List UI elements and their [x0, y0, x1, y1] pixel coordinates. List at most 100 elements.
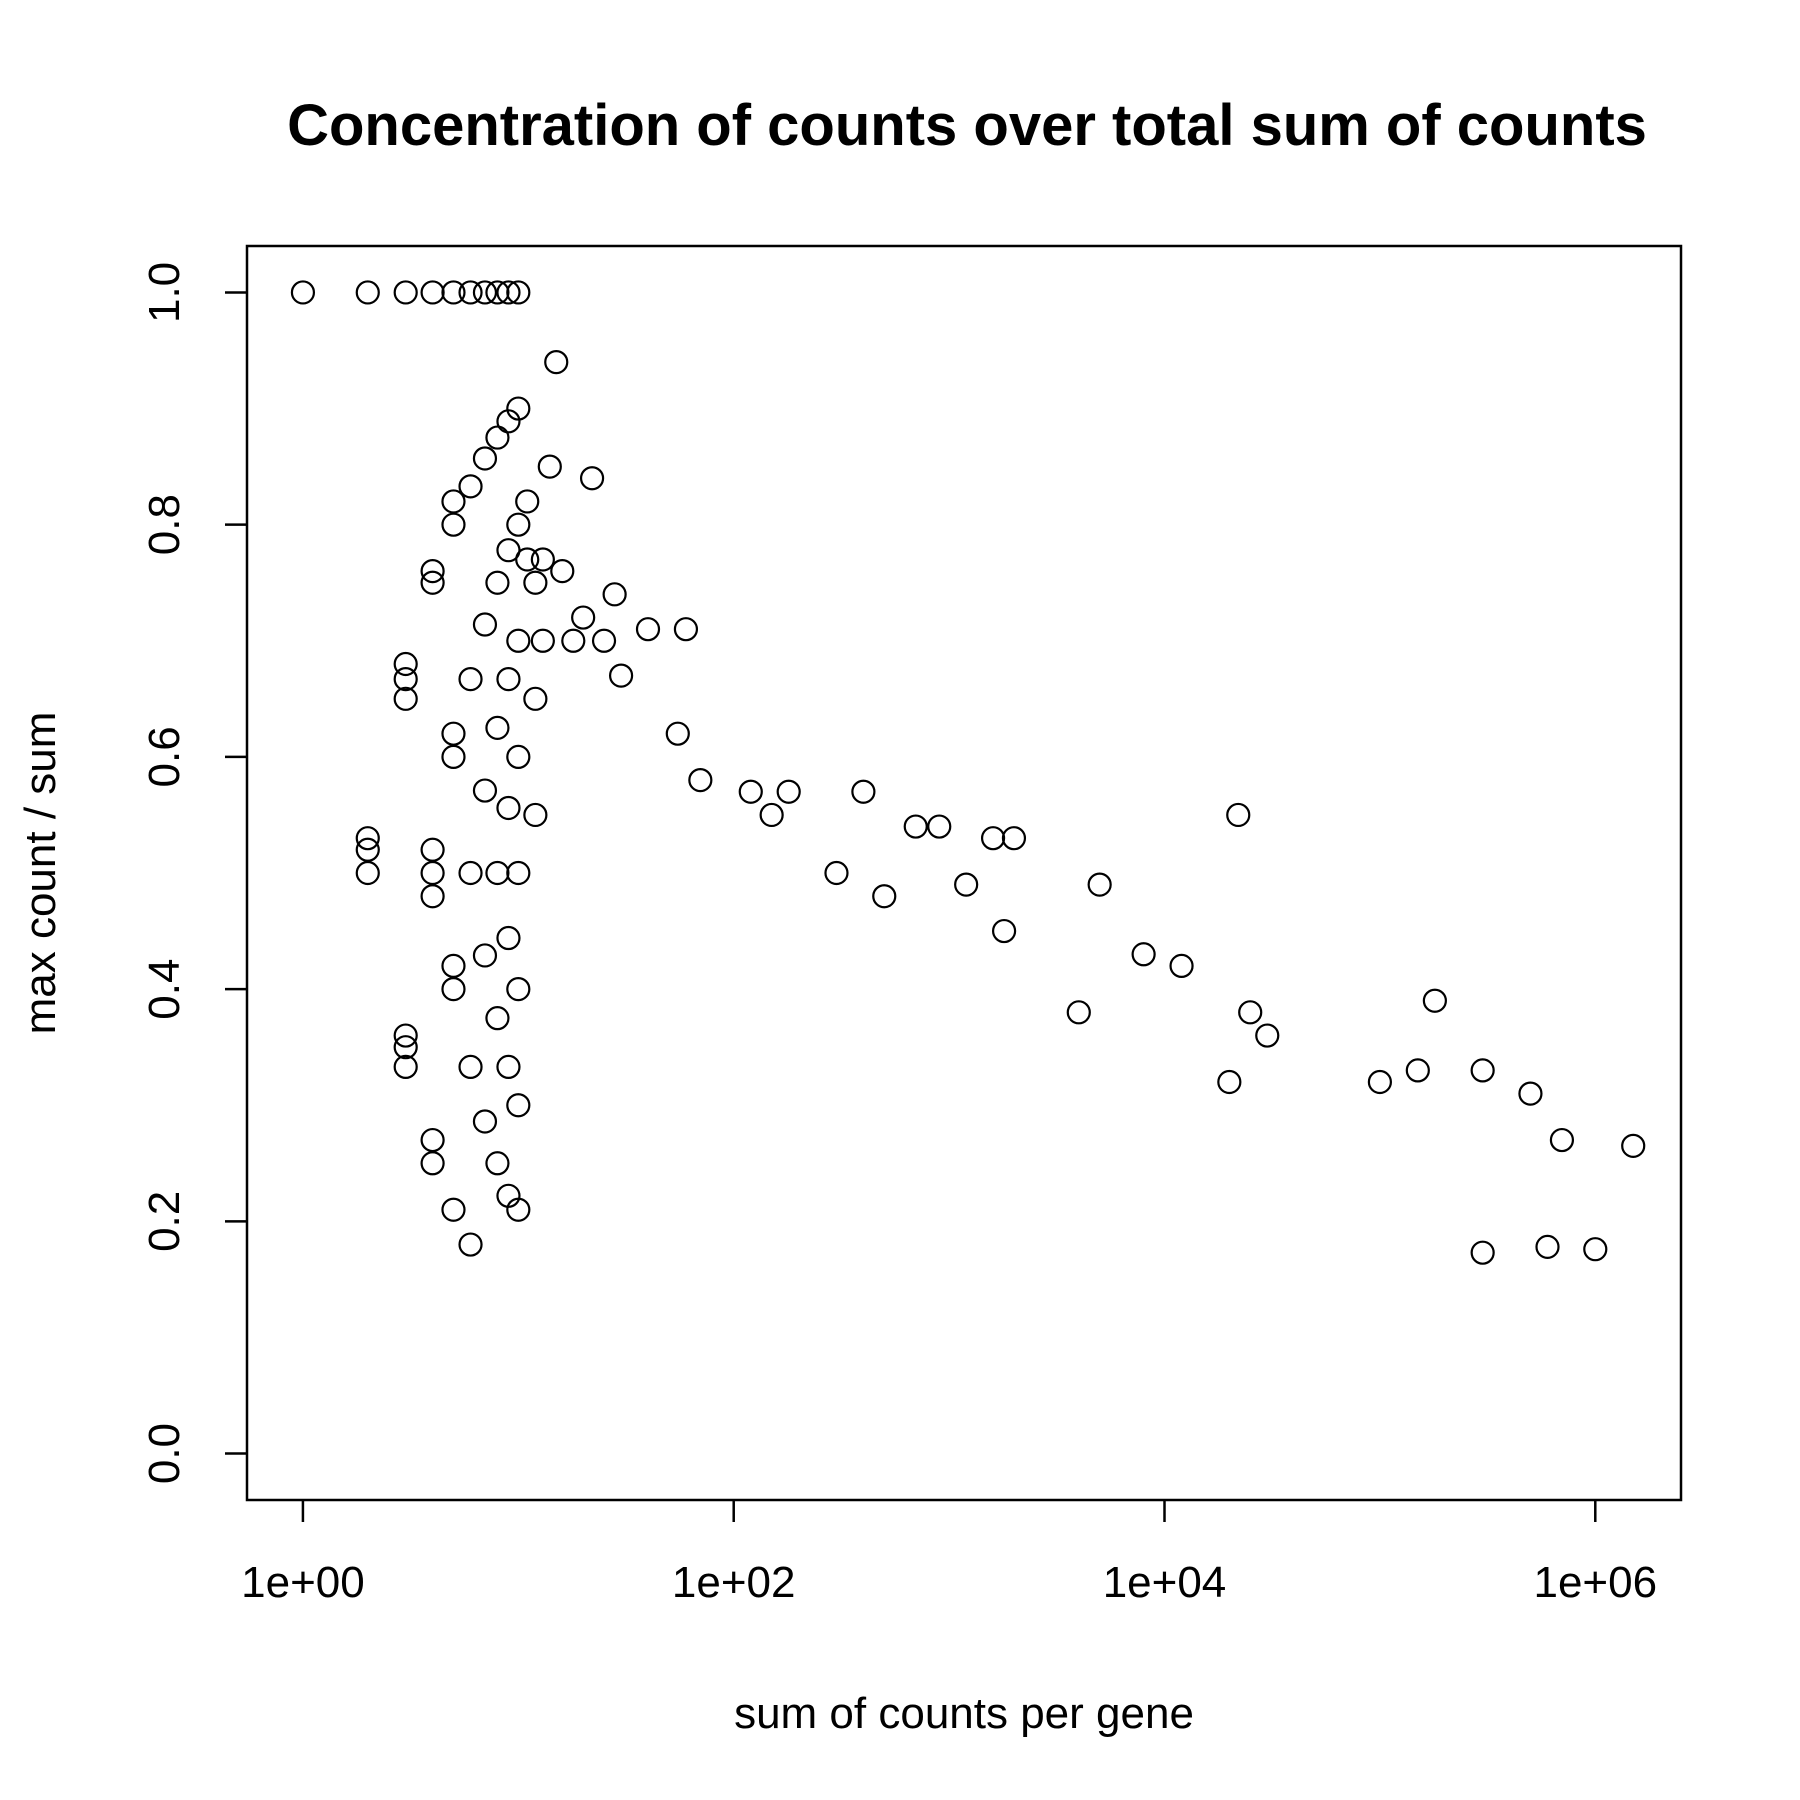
data-point — [355, 837, 380, 862]
data-point — [393, 280, 418, 305]
data-point — [1087, 872, 1112, 897]
data-point — [1169, 953, 1194, 978]
data-point — [1535, 1234, 1560, 1259]
data-point — [561, 628, 586, 653]
data-point — [441, 721, 466, 746]
data-point — [608, 663, 634, 688]
data-point — [458, 280, 483, 305]
data-point — [441, 977, 466, 1002]
data-point — [458, 666, 483, 692]
data-point — [1226, 802, 1251, 828]
data-point — [851, 779, 876, 804]
data-point — [1583, 1237, 1608, 1262]
data-point — [506, 628, 531, 653]
data-point — [506, 280, 531, 305]
data-point — [1422, 988, 1447, 1013]
data-point — [420, 884, 445, 909]
data-point — [485, 570, 510, 595]
x-tick-label: 1e+04 — [1103, 1558, 1227, 1607]
data-point — [496, 666, 521, 692]
data-point — [441, 280, 466, 305]
data-point — [393, 686, 418, 711]
data-point — [579, 466, 605, 491]
data-point — [523, 802, 548, 828]
plot-frame — [245, 244, 1683, 1502]
data-point — [591, 628, 617, 653]
data-point — [759, 802, 784, 828]
x-tick-label: 1e+00 — [241, 1558, 365, 1607]
data-point — [472, 612, 498, 637]
data-point — [523, 570, 548, 595]
x-tick-label: 1e+06 — [1533, 1558, 1657, 1607]
data-point — [872, 884, 897, 909]
data-point — [515, 547, 540, 572]
data-point — [530, 547, 555, 572]
data-point — [506, 744, 531, 769]
data-point — [1405, 1058, 1430, 1083]
y-tick-label: 0.8 — [140, 494, 189, 555]
data-point — [506, 512, 531, 537]
data-point — [441, 744, 466, 769]
data-point — [523, 686, 548, 711]
data-point — [496, 538, 521, 563]
data-point — [472, 1109, 498, 1134]
data-point — [420, 860, 445, 886]
data-point — [458, 474, 483, 499]
data-point — [506, 1093, 531, 1118]
data-point — [496, 925, 521, 951]
data-point — [441, 953, 466, 978]
data-point — [544, 350, 569, 375]
y-tick-label: 0.0 — [140, 1423, 189, 1484]
data-point — [496, 795, 521, 821]
data-point — [980, 826, 1006, 851]
data-point — [420, 570, 445, 595]
data-point — [393, 666, 418, 692]
data-point — [441, 512, 466, 537]
data-point — [393, 1054, 418, 1080]
data-point — [602, 582, 627, 607]
data-point — [903, 814, 928, 839]
x-axis: 1e+00 1e+02 1e+04 1e+06 — [241, 1500, 1657, 1607]
y-tick-label: 1.0 — [140, 262, 189, 323]
data-point — [506, 860, 531, 886]
data-point — [355, 280, 380, 305]
data-point — [1470, 1058, 1495, 1083]
data-point — [485, 1006, 510, 1031]
y-axis: 0.0 0.2 0.4 0.6 0.8 1.0 — [140, 262, 247, 1484]
data-point — [537, 454, 562, 479]
data-point — [824, 860, 849, 886]
data-point — [506, 977, 531, 1002]
data-point — [485, 860, 510, 886]
y-tick-label: 0.6 — [140, 726, 189, 787]
data-point — [393, 651, 418, 677]
data-point — [355, 860, 380, 886]
data-point — [665, 721, 690, 746]
data-point — [550, 559, 575, 584]
data-point — [458, 1054, 483, 1080]
y-tick-label: 0.2 — [140, 1191, 189, 1252]
data-point — [420, 1151, 445, 1176]
data-point — [420, 837, 445, 862]
x-axis-label: sum of counts per gene — [734, 1689, 1194, 1738]
y-axis-label: max count / sum — [16, 712, 65, 1035]
data-point — [954, 872, 979, 897]
data-point — [485, 1151, 510, 1176]
data-point — [635, 617, 661, 642]
data-point — [1518, 1081, 1543, 1106]
data-point — [1367, 1069, 1392, 1095]
data-point — [496, 280, 521, 305]
y-tick-label: 0.4 — [140, 959, 189, 1020]
data-point — [441, 1197, 466, 1222]
data-point — [515, 489, 540, 514]
x-tick-label: 1e+02 — [672, 1558, 796, 1607]
data-point — [991, 918, 1017, 944]
data-point — [458, 860, 483, 886]
data-point — [290, 280, 316, 305]
data-point — [1238, 1000, 1263, 1025]
data-point — [496, 1054, 521, 1080]
data-point — [355, 826, 380, 851]
data-point — [485, 280, 510, 305]
data-point — [1255, 1023, 1280, 1048]
data-point — [485, 715, 510, 740]
